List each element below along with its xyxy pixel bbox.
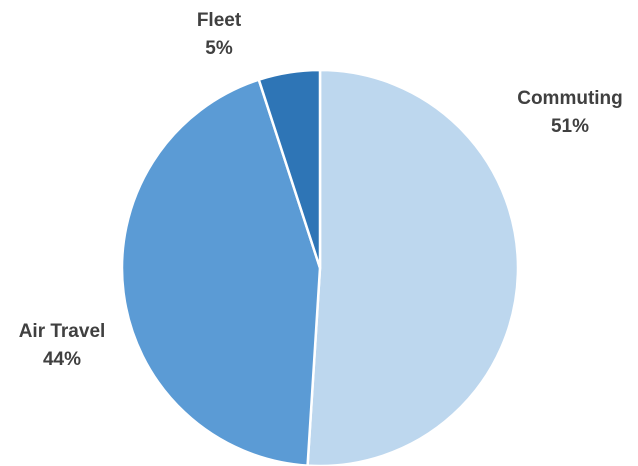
slice-label-fleet: Fleet 5% bbox=[174, 7, 264, 63]
slice-label-air-travel-name: Air Travel bbox=[18, 321, 106, 342]
slice-label-commuting-name: Commuting bbox=[517, 88, 623, 109]
slice-label-commuting-value: 51% bbox=[550, 116, 590, 137]
pie-slice-fleet bbox=[257, 68, 322, 270]
slice-label-air-travel-value: 44% bbox=[42, 349, 82, 370]
slice-label-fleet-name: Fleet bbox=[196, 10, 242, 31]
slice-label-commuting: Commuting 51% bbox=[506, 85, 634, 141]
slice-label-air-travel: Air Travel 44% bbox=[2, 318, 122, 374]
pie-slice-air-travel bbox=[120, 78, 322, 466]
slice-label-fleet-value: 5% bbox=[205, 38, 233, 59]
pie-slice-commuting bbox=[306, 68, 520, 466]
